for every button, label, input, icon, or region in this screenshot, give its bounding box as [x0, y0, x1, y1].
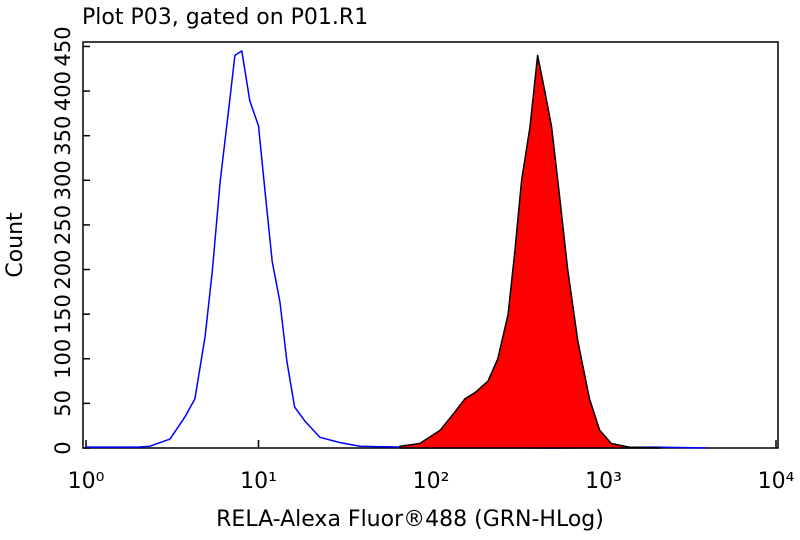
y-tick-label: 100 — [51, 339, 75, 379]
x-tick-label: 10¹ — [240, 469, 277, 494]
y-tick-label: 150 — [51, 294, 75, 334]
chart-title: Plot P03, gated on P01.R1 — [82, 5, 368, 30]
x-tick-label: 10⁰ — [68, 469, 105, 494]
x-tick-label: 10³ — [585, 469, 622, 494]
y-tick-label: 400 — [51, 71, 75, 111]
y-tick-label: 200 — [51, 249, 75, 289]
y-axis-label: Count — [3, 212, 28, 278]
y-tick-label: 0 — [51, 441, 75, 454]
y-tick-label: 450 — [51, 26, 75, 66]
y-tick-label: 300 — [51, 160, 75, 200]
plot-frame — [82, 41, 779, 449]
x-axis-label: RELA-Alexa Fluor®488 (GRN-HLog) — [216, 507, 604, 532]
y-tick-label: 250 — [51, 205, 75, 245]
histogram-line — [86, 50, 708, 449]
x-tick-label: 10⁴ — [758, 469, 795, 494]
x-tick-label: 10² — [413, 469, 450, 494]
y-tick-label: 350 — [51, 116, 75, 156]
histogram-area — [399, 54, 662, 449]
y-tick-label: 50 — [51, 390, 75, 417]
